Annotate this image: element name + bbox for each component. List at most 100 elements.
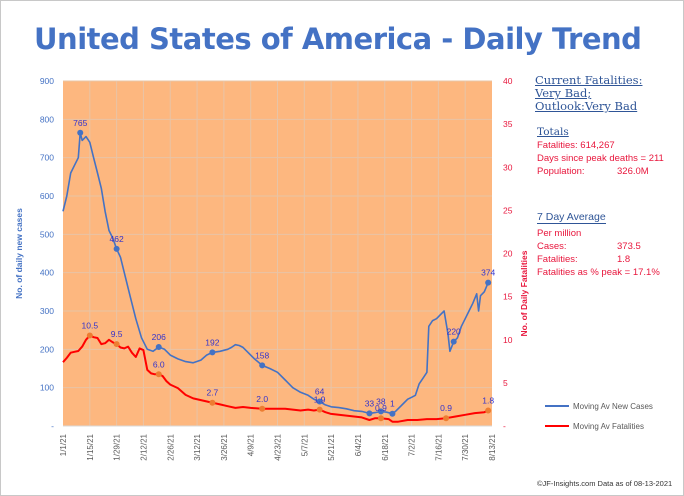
x-tick-label: 2/26/21	[166, 433, 175, 460]
marker-fatalities	[155, 371, 162, 378]
marker-fatalities	[316, 406, 323, 413]
legend-swatch-fatalities	[545, 425, 569, 427]
marker-fatalities	[86, 332, 93, 339]
y2-tick-label: 5	[503, 378, 508, 388]
marker-cases	[259, 362, 266, 369]
seven-day-panel: Per million Cases: 373.5 Fatalities: 1.8…	[537, 227, 660, 279]
y2-tick-label: 40	[503, 76, 513, 86]
data-label-cases: 220	[447, 327, 461, 337]
x-tick-label: 8/13/21	[488, 433, 497, 460]
y2-tick-label: 20	[503, 249, 513, 259]
avg-cases-value: 373.5	[617, 241, 641, 252]
series-line-cases	[62, 132, 489, 415]
marker-cases	[77, 129, 84, 136]
data-label-fatalities: 2.7	[206, 388, 218, 398]
data-label-cases: 374	[481, 268, 495, 278]
status-box: Current Fatalities: Very Bad; Outlook:Ve…	[535, 74, 642, 113]
status-line-1: Current Fatalities:	[535, 73, 643, 87]
marker-fatalities	[209, 399, 216, 406]
avg-fatalities-label: Fatalities:	[537, 254, 578, 265]
data-label-fatalities: 10.5	[82, 320, 99, 330]
marker-cases	[155, 344, 162, 351]
y2-tick-label: 30	[503, 162, 513, 172]
y2-tick-label: 15	[503, 292, 513, 302]
data-label-cases: 1	[390, 399, 395, 409]
y-tick-label: 400	[40, 268, 54, 278]
avg-fatalities-value: 1.8	[617, 254, 631, 265]
data-label-fatalities: 0.9	[375, 403, 387, 413]
x-tick-label: 6/18/21	[381, 433, 390, 460]
data-label-cases: 192	[205, 337, 219, 347]
x-tick-label: 5/21/21	[327, 433, 336, 460]
data-label-fatalities: 1.8	[482, 395, 494, 405]
x-tick-label: 7/2/21	[408, 433, 417, 456]
marker-fatalities	[113, 341, 120, 348]
marker-cases	[366, 410, 373, 417]
data-label-cases: 462	[110, 234, 124, 244]
y-tick-label: 500	[40, 229, 54, 239]
marker-cases	[389, 410, 396, 417]
totals-heading: Totals	[537, 126, 569, 138]
x-tick-label: 7/16/21	[434, 433, 443, 460]
population-label: Population:	[537, 166, 585, 177]
x-tick-label: 3/26/21	[220, 433, 229, 460]
avg-fatalities-row: Fatalities: 1.8	[537, 253, 660, 266]
x-tick-label: 5/7/21	[300, 433, 309, 456]
marker-cases	[450, 338, 457, 345]
data-label-cases: 38	[376, 396, 386, 406]
x-tick-label: 2/12/21	[139, 433, 148, 460]
totals-fatalities: Fatalities: 614,267	[537, 140, 615, 151]
legend-swatch-cases	[545, 405, 569, 407]
legend-label-cases: Moving Av New Cases	[573, 401, 653, 411]
data-label-cases: 158	[255, 350, 269, 360]
legend-label-fatalities: Moving Av Fatalities	[573, 421, 644, 431]
y-tick-label: 200	[40, 344, 54, 354]
x-tick-label: 4/9/21	[247, 433, 256, 456]
x-tick-label: 1/15/21	[86, 433, 95, 460]
data-label-cases: 765	[73, 118, 87, 128]
data-label-fatalities: 2.0	[256, 394, 268, 404]
y-tick-label: 300	[40, 306, 54, 316]
data-label-fatalities: 6.0	[153, 359, 165, 369]
marker-cases	[209, 349, 216, 356]
data-label-fatalities: 1.9	[314, 395, 326, 405]
marker-fatalities	[443, 415, 450, 422]
x-tick-label: 3/12/21	[193, 433, 202, 460]
page-title: United States of America - Daily Trend	[34, 22, 642, 56]
chart-legend: Moving Av New Cases Moving Av Fatalities	[545, 396, 653, 436]
data-label-fatalities: 9.5	[111, 329, 123, 339]
x-tick-label: 1/1/21	[59, 433, 68, 456]
marker-fatalities	[377, 415, 384, 422]
y-tick-label: 800	[40, 114, 54, 124]
x-tick-label: 4/23/21	[274, 433, 283, 460]
totals-panel: Fatalities: 614,267 Days since peak deat…	[537, 139, 664, 178]
legend-item-cases: Moving Av New Cases	[545, 396, 653, 416]
y-axis-title: No. of daily new cases	[14, 208, 24, 299]
x-tick-label: 1/29/21	[113, 433, 122, 460]
marker-cases	[316, 398, 323, 405]
status-line-3: Outlook:Very Bad	[535, 99, 638, 113]
footer-credit: ©JF-Insights.com Data as of 08-13-2021	[537, 479, 673, 488]
avg-cases-label: Cases:	[537, 241, 567, 252]
data-label-cases: 64	[315, 386, 325, 396]
avg-cases-row: Cases: 373.5	[537, 240, 660, 253]
y-tick-label: 700	[40, 153, 54, 163]
series-line-fatalities	[62, 334, 489, 423]
y-tick-label: 900	[40, 76, 54, 86]
marker-cases	[113, 245, 120, 252]
marker-fatalities	[259, 405, 266, 412]
x-tick-label: 7/30/21	[461, 433, 470, 460]
y2-tick-label: 10	[503, 335, 513, 345]
population-value: 326.0M	[617, 166, 649, 177]
marker-cases	[377, 408, 384, 415]
y2-tick-label: 25	[503, 205, 513, 215]
totals-population: Population: 326.0M	[537, 165, 664, 178]
status-line-2: Very Bad;	[535, 86, 592, 100]
y2-tick-label: 35	[503, 119, 513, 129]
data-label-cases: 33	[365, 398, 375, 408]
pct-peak: Fatalities as % peak = 17.1%	[537, 267, 660, 278]
x-tick-label: 6/4/21	[354, 433, 363, 456]
y-tick-label: -	[51, 421, 54, 431]
per-million-label: Per million	[537, 228, 582, 239]
